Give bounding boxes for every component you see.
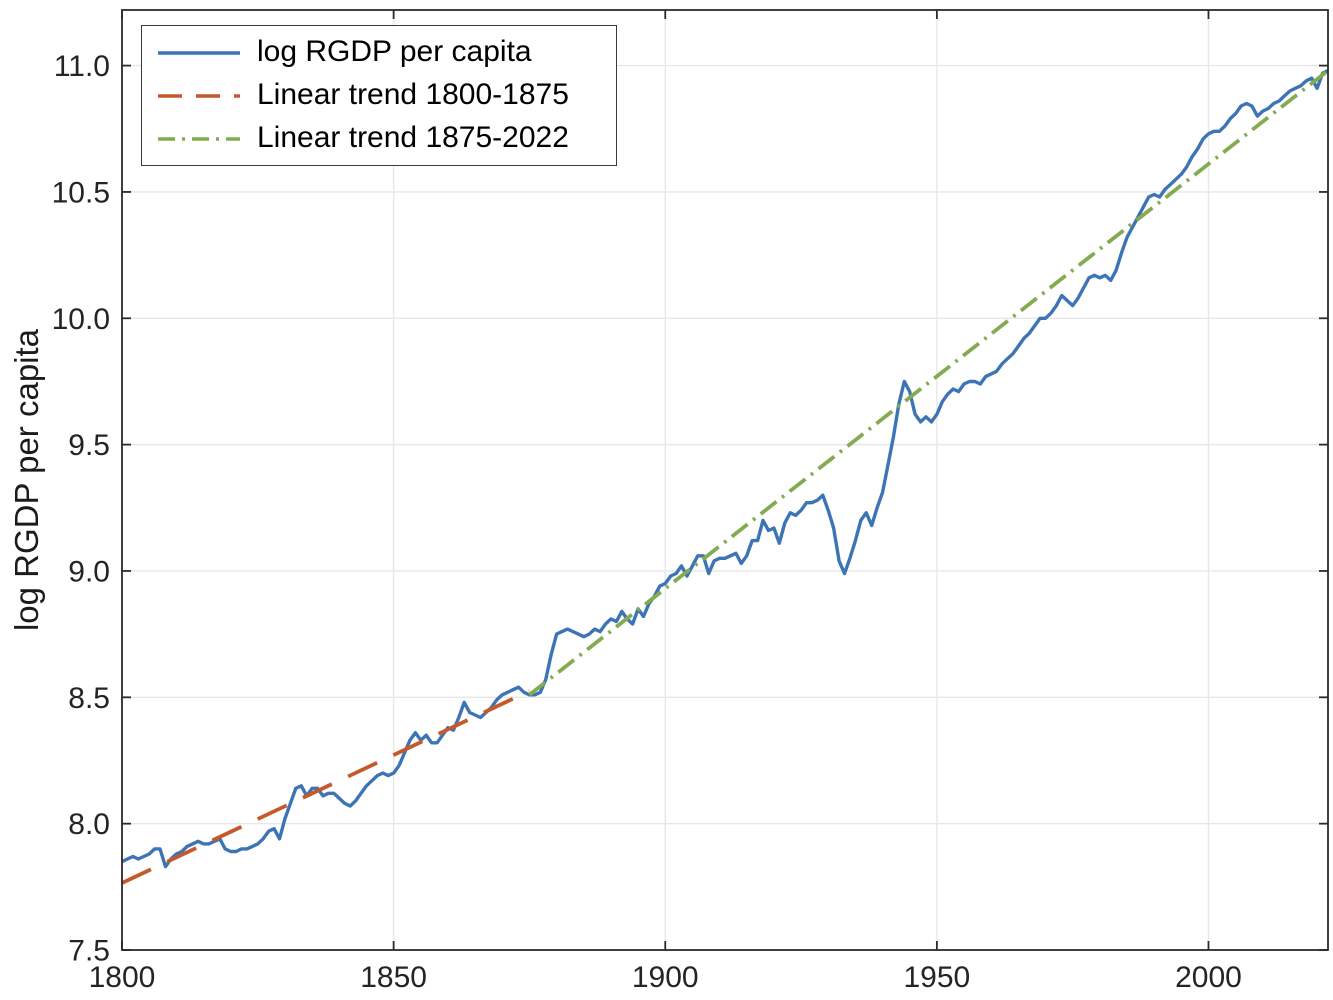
y-tick-label-9: 9.0	[68, 555, 110, 588]
x-tick-label-1900: 1900	[632, 961, 699, 994]
x-tick-label-1950: 1950	[903, 961, 970, 994]
x-tick-label-2000: 2000	[1175, 961, 1242, 994]
linear-trend-1875-2022-line	[528, 69, 1330, 697]
y-tick-label-9.5: 9.5	[68, 429, 110, 462]
y-tick-label-7.5: 7.5	[68, 935, 110, 968]
linear-trend-1800-1875-line	[121, 689, 531, 885]
y-tick-label-8: 8.0	[68, 808, 110, 841]
y-tick-label-10: 10.0	[52, 303, 110, 336]
legend: log RGDP per capita Linear trend 1800-18…	[141, 25, 617, 166]
x-tick-label-1800: 1800	[89, 961, 156, 994]
legend-item: log RGDP per capita	[157, 34, 610, 69]
series-group	[121, 69, 1330, 885]
legend-item-label: Linear trend 1800-1875	[257, 77, 569, 111]
legend-item-label: log RGDP per capita	[257, 34, 532, 68]
axis-ticks	[121, 10, 1328, 951]
axes-box	[121, 9, 1329, 951]
y-axis-label: log RGDP per capita	[8, 328, 45, 632]
legend-line-sample-dashed	[158, 93, 240, 98]
legend-line-sample-dashdot	[158, 136, 240, 141]
legend-item-label: Linear trend 1875-2022	[257, 120, 569, 154]
log-rgdp-per-capita-line	[121, 69, 1329, 869]
legend-item: Linear trend 1800-1875	[157, 77, 610, 112]
y-tick-label-8.5: 8.5	[68, 682, 110, 715]
legend-line-sample-solid	[158, 50, 240, 55]
x-tick-label-1850: 1850	[360, 961, 427, 994]
tick-labels: 1800 1850 1900 1950 2000 7.5 8.0 8.5 9.0 9.5 10.0 1…	[52, 50, 1242, 994]
y-tick-label-11: 11.0	[54, 50, 110, 83]
y-tick-label-10.5: 10.5	[52, 176, 110, 209]
legend-item: Linear trend 1875-2022	[157, 120, 610, 155]
